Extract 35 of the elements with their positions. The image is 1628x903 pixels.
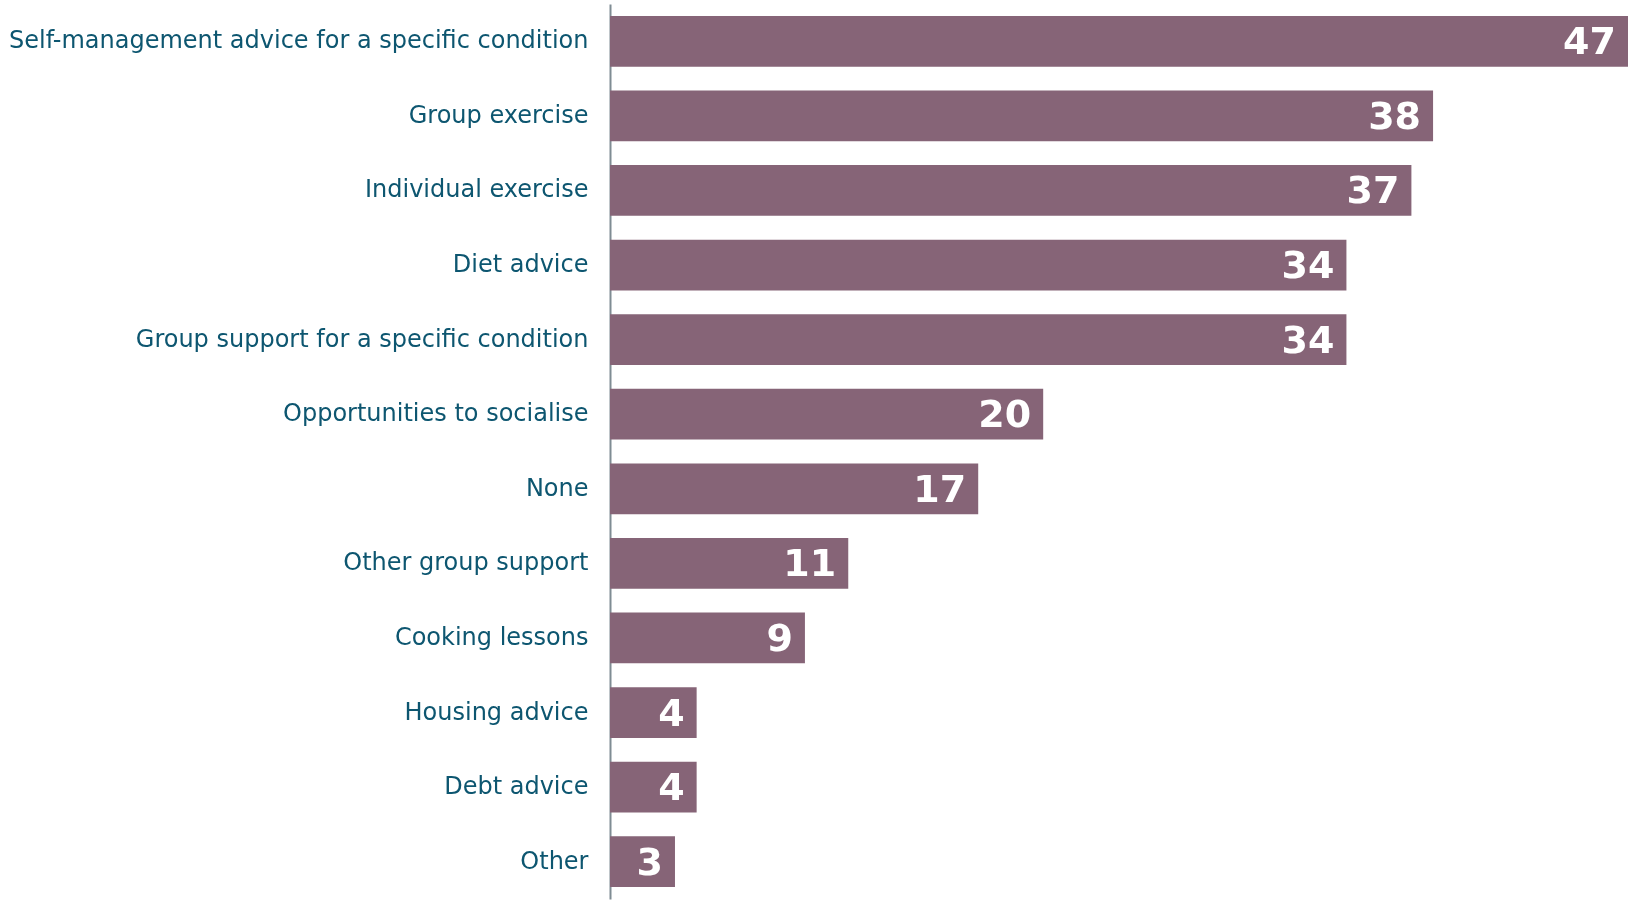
y-tick-label: Cooking lessons — [394, 622, 589, 651]
y-tick-label: Self-management advice for a specific condition — [8, 26, 589, 55]
data-label: 17 — [913, 466, 967, 511]
bar — [610, 463, 979, 515]
y-tick-label: Debt advice — [444, 772, 589, 801]
y-tick-label: Individual exercise — [364, 175, 589, 204]
bar — [610, 15, 1628, 67]
data-label: 34 — [1281, 317, 1335, 362]
data-label: 3 — [636, 839, 663, 884]
data-label: 4 — [658, 765, 685, 810]
bar — [610, 165, 1412, 216]
data-label: 11 — [783, 541, 837, 586]
y-tick-label: Group support for a specific condition — [135, 324, 589, 353]
bar — [610, 538, 849, 589]
y-tick-label: None — [525, 473, 589, 502]
bar — [610, 687, 697, 738]
y-tick-label: Group exercise — [408, 100, 589, 129]
bar — [610, 612, 805, 664]
data-label: 37 — [1346, 168, 1400, 213]
bar — [610, 239, 1347, 291]
y-tick-label: Diet advice — [452, 250, 589, 279]
y-tick-label: Other — [520, 846, 589, 875]
y-tick-label: Other group support — [343, 548, 589, 577]
data-label: 38 — [1368, 93, 1422, 138]
data-label: 4 — [658, 690, 685, 735]
bar — [610, 314, 1347, 365]
data-label: 47 — [1563, 19, 1616, 64]
y-tick-label: Housing advice — [404, 697, 589, 726]
data-label: 34 — [1281, 243, 1335, 288]
data-label: 9 — [766, 615, 793, 660]
data-label: 20 — [978, 392, 1032, 437]
bar — [610, 388, 1044, 440]
bar — [610, 90, 1434, 142]
y-tick-label: Opportunities to socialise — [283, 399, 589, 428]
bar — [610, 761, 697, 813]
